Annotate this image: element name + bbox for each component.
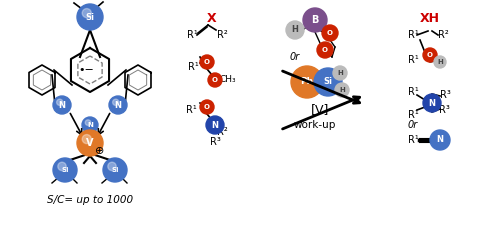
Circle shape (53, 96, 71, 114)
Circle shape (434, 56, 446, 68)
Text: •−: •− (78, 65, 94, 75)
Text: R³: R³ (438, 105, 450, 115)
Text: R¹: R¹ (186, 30, 198, 40)
Text: O: O (327, 30, 333, 36)
Circle shape (423, 94, 441, 112)
Text: B: B (312, 15, 318, 25)
Circle shape (291, 66, 323, 98)
Circle shape (82, 9, 92, 18)
Text: H: H (292, 25, 298, 34)
Circle shape (103, 158, 127, 182)
Text: R³: R³ (440, 90, 450, 100)
Text: R¹: R¹ (408, 30, 418, 40)
Text: 0r: 0r (290, 52, 300, 62)
Text: R¹: R¹ (408, 110, 418, 120)
Text: 0r: 0r (408, 120, 418, 130)
Circle shape (200, 55, 214, 69)
Text: O: O (212, 77, 218, 83)
Text: R²: R² (216, 127, 228, 137)
Text: Si: Si (111, 167, 119, 173)
Text: O: O (204, 59, 210, 65)
Text: O: O (322, 47, 328, 53)
Circle shape (56, 99, 63, 106)
Circle shape (82, 135, 92, 144)
Circle shape (314, 68, 342, 96)
Text: N: N (114, 101, 121, 110)
Text: R¹: R¹ (186, 105, 196, 115)
Text: N: N (428, 99, 436, 108)
Circle shape (333, 66, 347, 80)
Text: Si: Si (86, 13, 94, 22)
Text: R¹: R¹ (408, 55, 418, 65)
Circle shape (423, 48, 437, 62)
Circle shape (430, 130, 450, 150)
Text: O: O (204, 104, 210, 110)
Text: Ph: Ph (300, 77, 314, 86)
Circle shape (322, 25, 338, 41)
Text: H: H (437, 59, 443, 65)
Circle shape (58, 162, 66, 171)
Text: R²: R² (438, 30, 448, 40)
Circle shape (108, 162, 116, 171)
Circle shape (112, 99, 119, 106)
Text: work-up: work-up (294, 120, 336, 130)
Circle shape (206, 116, 224, 134)
Text: V: V (86, 138, 94, 148)
Text: R³: R³ (210, 137, 220, 147)
Text: X: X (207, 11, 217, 25)
Circle shape (335, 83, 349, 97)
Text: CH₃: CH₃ (220, 76, 236, 85)
Text: R¹: R¹ (188, 62, 198, 72)
Text: N: N (436, 135, 444, 144)
Circle shape (109, 96, 127, 114)
Text: Si: Si (61, 167, 69, 173)
Text: ⊕: ⊕ (96, 146, 104, 156)
Circle shape (77, 130, 103, 156)
Text: XH: XH (420, 11, 440, 25)
Text: H: H (339, 87, 345, 93)
Circle shape (303, 8, 327, 32)
Circle shape (53, 158, 77, 182)
Circle shape (85, 120, 91, 125)
Text: S/C= up to 1000: S/C= up to 1000 (47, 195, 133, 205)
Text: H: H (337, 70, 343, 76)
Text: [V]: [V] (311, 104, 329, 117)
Text: N: N (87, 122, 93, 128)
Text: R¹: R¹ (408, 135, 418, 145)
Text: R²: R² (216, 30, 228, 40)
Circle shape (200, 100, 214, 114)
Circle shape (208, 73, 222, 87)
Text: Si: Si (324, 77, 332, 86)
Text: N: N (212, 121, 218, 130)
Circle shape (286, 21, 304, 39)
Text: R¹: R¹ (408, 87, 418, 97)
Text: O: O (427, 52, 433, 58)
Circle shape (317, 42, 333, 58)
Text: N: N (58, 101, 66, 110)
Circle shape (77, 4, 103, 30)
Circle shape (82, 117, 98, 133)
